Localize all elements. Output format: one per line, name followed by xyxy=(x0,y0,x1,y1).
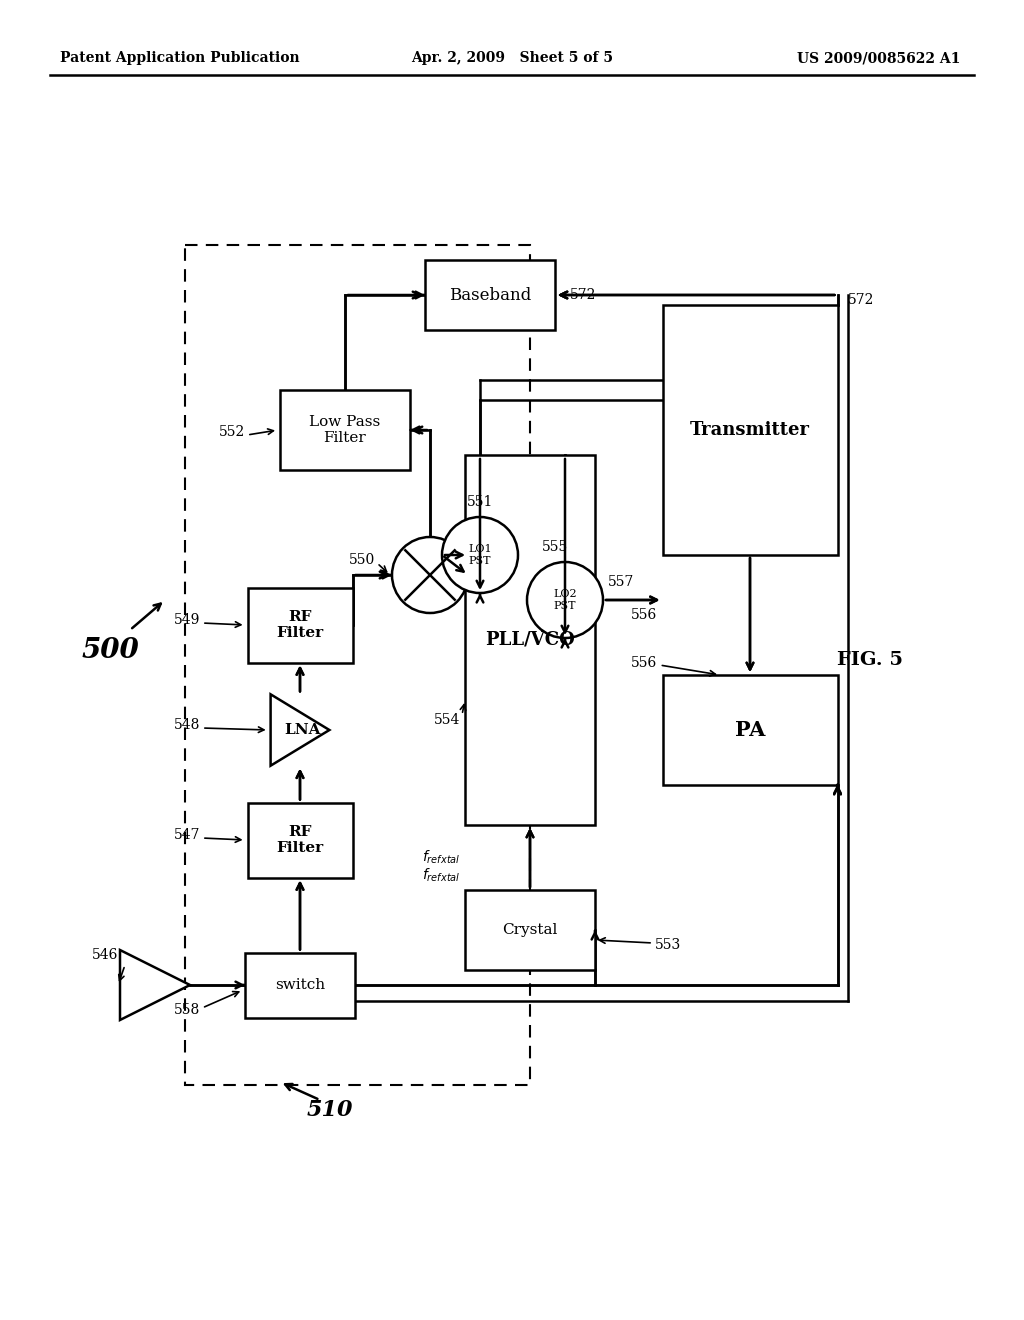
Text: 553: 553 xyxy=(655,939,681,952)
Text: 546: 546 xyxy=(91,948,118,962)
Text: RF
Filter: RF Filter xyxy=(276,610,324,640)
Text: LO2
PST: LO2 PST xyxy=(553,589,577,611)
Text: Transmitter: Transmitter xyxy=(690,421,810,440)
Text: Baseband: Baseband xyxy=(449,286,531,304)
Text: Crystal: Crystal xyxy=(503,923,558,937)
Text: 549: 549 xyxy=(174,612,200,627)
Text: 556: 556 xyxy=(631,609,657,622)
Text: LNA: LNA xyxy=(285,723,322,737)
Text: US 2009/0085622 A1: US 2009/0085622 A1 xyxy=(797,51,961,65)
Text: PA: PA xyxy=(735,719,765,741)
Bar xyxy=(663,675,838,785)
Bar xyxy=(245,953,355,1018)
Bar xyxy=(465,890,595,970)
Text: 554: 554 xyxy=(433,713,460,727)
Text: RF
Filter: RF Filter xyxy=(276,825,324,855)
Text: 547: 547 xyxy=(173,828,200,842)
Bar xyxy=(280,389,410,470)
Text: 557: 557 xyxy=(608,576,635,589)
Text: 555: 555 xyxy=(542,540,568,554)
Text: PLL/VCO: PLL/VCO xyxy=(485,631,574,649)
Text: $f_{refxtal}$: $f_{refxtal}$ xyxy=(422,849,460,866)
Text: Low Pass
Filter: Low Pass Filter xyxy=(309,414,381,445)
Circle shape xyxy=(442,517,518,593)
Text: LO1
PST: LO1 PST xyxy=(468,544,492,566)
Bar xyxy=(248,803,352,878)
Text: 572: 572 xyxy=(848,293,873,308)
Text: 510: 510 xyxy=(307,1100,353,1121)
Polygon shape xyxy=(270,694,330,766)
Text: 572: 572 xyxy=(570,288,596,302)
Text: FIG. 5: FIG. 5 xyxy=(837,651,903,669)
Text: 500: 500 xyxy=(81,636,139,664)
Text: 556: 556 xyxy=(631,656,657,671)
Circle shape xyxy=(527,562,603,638)
Bar xyxy=(248,587,352,663)
Text: 558: 558 xyxy=(174,1003,200,1016)
Text: 552: 552 xyxy=(219,425,245,440)
Circle shape xyxy=(392,537,468,612)
Text: Apr. 2, 2009   Sheet 5 of 5: Apr. 2, 2009 Sheet 5 of 5 xyxy=(411,51,613,65)
Text: 550: 550 xyxy=(349,553,375,568)
Text: 548: 548 xyxy=(174,718,200,733)
Bar xyxy=(465,455,595,825)
Polygon shape xyxy=(120,950,190,1020)
Bar xyxy=(185,246,530,1085)
Bar xyxy=(425,260,555,330)
Text: 551: 551 xyxy=(467,495,494,510)
Bar xyxy=(663,305,838,554)
Text: $f_{refxtal}$: $f_{refxtal}$ xyxy=(422,866,460,883)
Text: Patent Application Publication: Patent Application Publication xyxy=(60,51,300,65)
Text: switch: switch xyxy=(274,978,325,993)
